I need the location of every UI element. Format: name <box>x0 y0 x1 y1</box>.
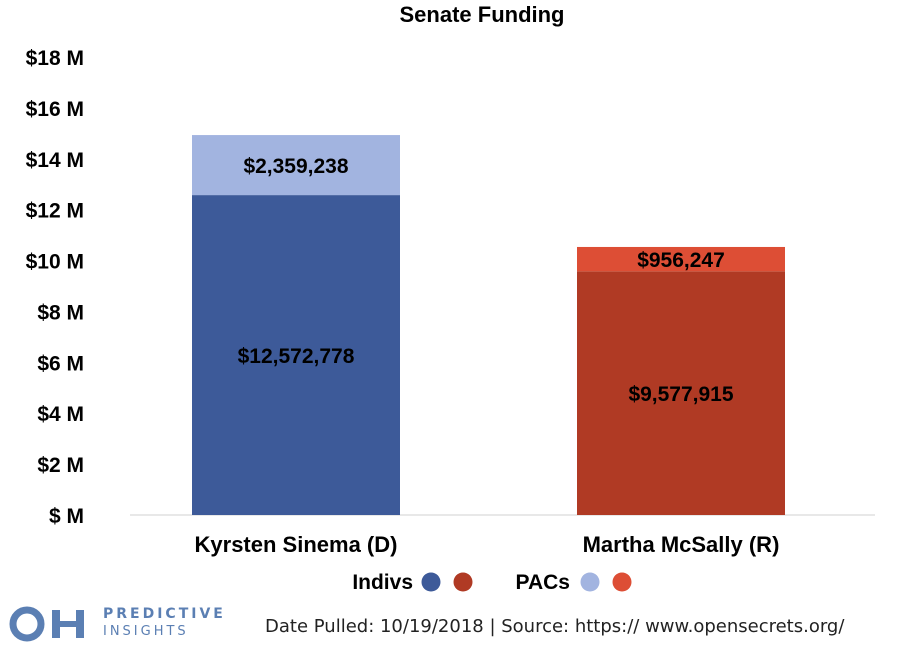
legend-label: PACs <box>516 571 570 594</box>
x-category-label: Martha McSally (R) <box>583 532 780 557</box>
data-label: $9,577,915 <box>628 383 733 406</box>
y-tick-label: $14 M <box>26 149 84 172</box>
legend-marker <box>421 572 441 592</box>
y-tick-label: $10 M <box>26 251 84 274</box>
brand-name: PREDICTIVE INSIGHTS <box>103 606 226 640</box>
oh-logo-icon <box>9 606 84 642</box>
brand-line-1: PREDICTIVE <box>103 606 226 622</box>
footer: PREDICTIVE INSIGHTS Date Pulled: 10/19/2… <box>0 598 900 649</box>
y-tick-label: $12 M <box>26 200 84 223</box>
x-category-label: Kyrsten Sinema (D) <box>195 532 398 557</box>
source-note: Date Pulled: 10/19/2018 | Source: https:… <box>265 616 845 637</box>
data-label: $956,247 <box>637 249 725 272</box>
y-tick-label: $ M <box>49 505 84 528</box>
bar-indivs-1 <box>192 195 400 515</box>
y-tick-label: $4 M <box>37 403 84 426</box>
bar-pacs-2 <box>577 246 785 272</box>
brand-line-2: INSIGHTS <box>103 624 189 639</box>
chart-title: Senate Funding <box>400 2 565 27</box>
bars: $12,572,778 $2,359,238 $9,577,915 $956,247 <box>192 135 785 515</box>
y-axis: $ M $2 M $4 M $6 M $8 M $10 M $12 M $14 M $16 M $… <box>26 47 84 528</box>
senate-funding-chart: Senate Funding $ M$2 M$4 M$6 M$8 M$10 M$… <box>26 2 875 594</box>
legend: Indivs PACs <box>352 571 632 594</box>
bar-indivs-2 <box>577 271 785 515</box>
legend-marker <box>580 572 600 592</box>
x-axis: Kyrsten Sinema (D) Martha McSally (R) <box>195 532 780 557</box>
y-tick-label: $6 M <box>37 352 84 375</box>
y-tick-label: $16 M <box>26 98 84 121</box>
data-label: $12,572,778 <box>238 345 355 368</box>
bar-pacs-1 <box>192 135 400 196</box>
data-label: $2,359,238 <box>243 155 348 178</box>
legend-label: Indivs <box>352 571 413 594</box>
legend-marker <box>453 572 473 592</box>
y-tick-label: $2 M <box>37 454 84 477</box>
legend-marker <box>612 572 632 592</box>
y-tick-label: $8 M <box>37 301 84 324</box>
y-tick-label: $18 M <box>26 47 84 70</box>
